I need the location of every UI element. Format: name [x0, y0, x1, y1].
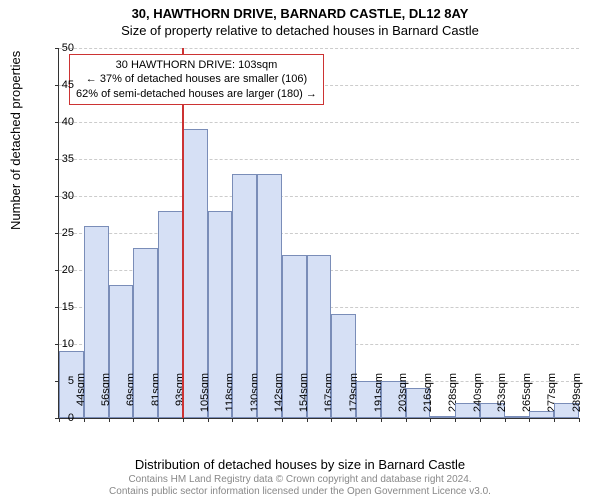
ytick-label: 10	[44, 338, 74, 350]
xtick-mark	[307, 418, 308, 422]
annotation-line: 62% of semi-detached houses are larger (…	[76, 87, 317, 101]
ytick-label: 0	[44, 412, 74, 424]
xtick-mark	[84, 418, 85, 422]
attribution-footer: Contains HM Land Registry data © Crown c…	[0, 474, 600, 498]
ytick-label: 5	[44, 375, 74, 387]
chart-title: 30, HAWTHORN DRIVE, BARNARD CASTLE, DL12…	[0, 0, 600, 21]
xtick-mark	[430, 418, 431, 422]
gridline	[59, 122, 579, 123]
xtick-mark	[579, 418, 580, 422]
ytick-label: 45	[44, 79, 74, 91]
ytick-label: 50	[44, 42, 74, 54]
ytick-label: 15	[44, 301, 74, 313]
annotation-line: 30 HAWTHORN DRIVE: 103sqm	[76, 58, 317, 72]
xtick-mark	[183, 418, 184, 422]
xtick-mark	[480, 418, 481, 422]
ytick-label: 35	[44, 153, 74, 165]
xtick-mark	[109, 418, 110, 422]
xtick-mark	[505, 418, 506, 422]
xtick-mark	[331, 418, 332, 422]
xtick-mark	[381, 418, 382, 422]
xtick-mark	[356, 418, 357, 422]
xtick-mark	[232, 418, 233, 422]
gridline	[59, 48, 579, 49]
x-axis-label: Distribution of detached houses by size …	[0, 457, 600, 472]
ytick-label: 20	[44, 264, 74, 276]
ytick-label: 25	[44, 227, 74, 239]
xtick-mark	[158, 418, 159, 422]
xtick-mark	[282, 418, 283, 422]
gridline	[59, 233, 579, 234]
xtick-mark	[529, 418, 530, 422]
xtick-mark	[554, 418, 555, 422]
gridline	[59, 159, 579, 160]
xtick-mark	[455, 418, 456, 422]
annotation-line: ← 37% of detached houses are smaller (10…	[76, 72, 317, 86]
xtick-mark	[208, 418, 209, 422]
chart-subtitle: Size of property relative to detached ho…	[0, 21, 600, 38]
plot-area: 44sqm56sqm69sqm81sqm93sqm105sqm118sqm130…	[58, 48, 579, 419]
ytick-label: 30	[44, 190, 74, 202]
annotation-box: 30 HAWTHORN DRIVE: 103sqm← 37% of detach…	[69, 54, 324, 105]
y-axis-label: Number of detached properties	[8, 51, 23, 230]
gridline	[59, 196, 579, 197]
xtick-mark	[406, 418, 407, 422]
footer-line-1: Contains HM Land Registry data © Crown c…	[0, 474, 600, 486]
xtick-mark	[133, 418, 134, 422]
ytick-label: 40	[44, 116, 74, 128]
xtick-mark	[257, 418, 258, 422]
footer-line-2: Contains public sector information licen…	[0, 486, 600, 498]
xtick-label: 289sqm	[571, 373, 583, 423]
